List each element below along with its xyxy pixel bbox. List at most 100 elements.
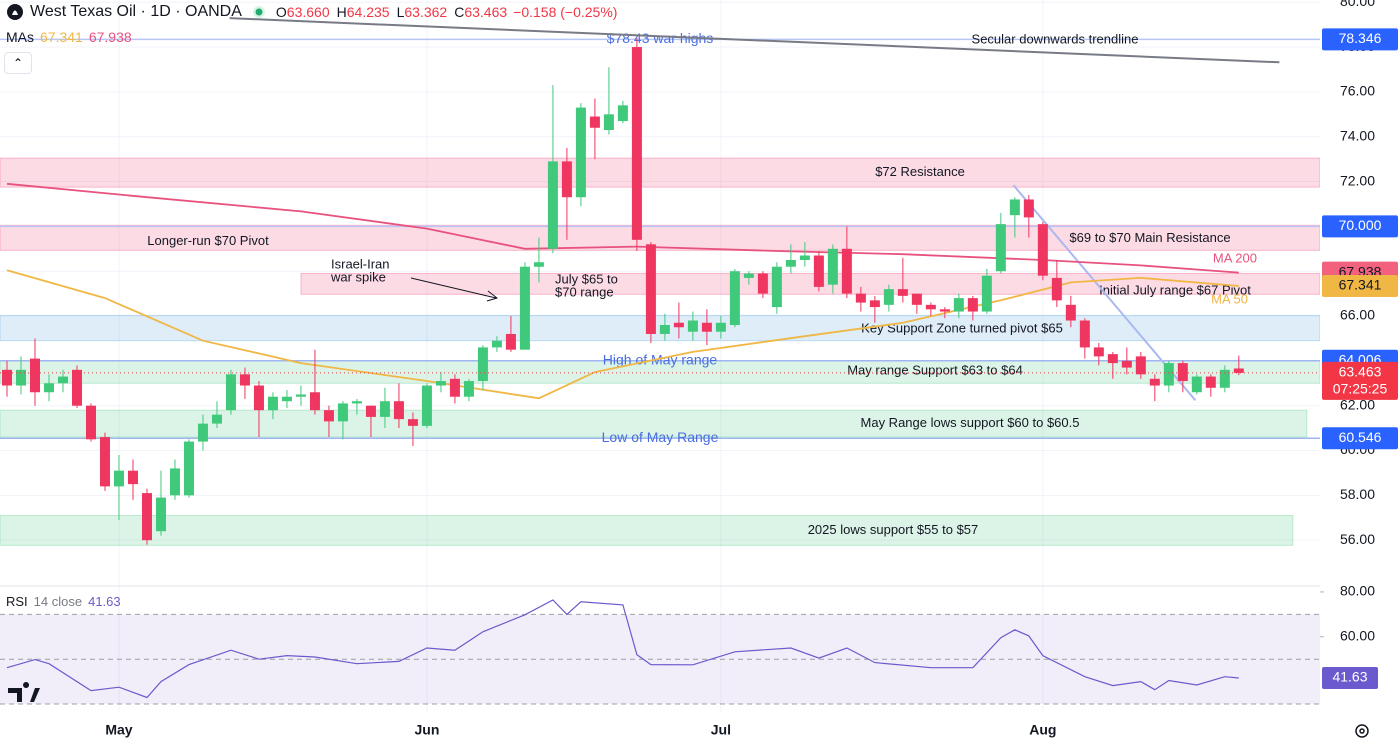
rsi-name: RSI bbox=[6, 594, 28, 609]
candle-body bbox=[1191, 376, 1202, 393]
candle-body bbox=[1065, 304, 1076, 321]
x-tick-label: Jun bbox=[414, 722, 439, 738]
candle-body bbox=[57, 376, 68, 384]
ohlc-key: H bbox=[336, 4, 347, 20]
zone-label: $72 Resistance bbox=[875, 164, 965, 179]
candle-body bbox=[421, 385, 432, 426]
candle-body bbox=[995, 224, 1006, 272]
zone-label: $69 to $70 Main Resistance bbox=[1069, 230, 1230, 245]
candle-body bbox=[547, 161, 558, 249]
ohlc-item: H64.235 bbox=[337, 4, 390, 20]
annotation: Israel-Iran bbox=[331, 256, 390, 271]
candle-body bbox=[169, 468, 180, 496]
zone-label: Longer-run $70 Pivot bbox=[147, 233, 269, 248]
candle-body bbox=[449, 378, 460, 397]
x-tick-label: Jul bbox=[711, 722, 731, 738]
candle-body bbox=[15, 369, 26, 386]
candle-body bbox=[309, 392, 320, 411]
axis-price-label: 63.463 bbox=[1339, 364, 1382, 380]
candle-body bbox=[253, 385, 264, 411]
rsi-line bbox=[6, 599, 1239, 699]
zone-label: May range Support $63 to $64 bbox=[847, 363, 1023, 378]
axis-price-box bbox=[1322, 427, 1398, 450]
ohlc-key: O bbox=[275, 4, 287, 20]
annotation: war spike bbox=[330, 269, 386, 284]
candle-body bbox=[729, 271, 740, 325]
candle-body bbox=[477, 347, 488, 382]
candle-body bbox=[841, 248, 852, 294]
candle-body bbox=[743, 273, 754, 278]
axis-price-box bbox=[1322, 215, 1398, 238]
rsi-value-label: 41.63 bbox=[1332, 669, 1367, 685]
x-tick-label: Aug bbox=[1029, 722, 1056, 738]
ohlc-item: L63.362 bbox=[397, 4, 448, 20]
candle-body bbox=[1135, 356, 1146, 375]
candle-body bbox=[267, 396, 278, 411]
candle-body bbox=[155, 497, 166, 532]
candle-body bbox=[855, 293, 866, 303]
rsi-row: RSI 14 close 41.63 bbox=[6, 594, 121, 609]
candle-body bbox=[323, 410, 334, 422]
ma50-value: 67.341 bbox=[40, 29, 83, 45]
candle-body bbox=[141, 493, 152, 541]
candle-body bbox=[645, 244, 656, 334]
trendline bbox=[229, 17, 1280, 64]
candle-body bbox=[1051, 277, 1062, 301]
candle-body bbox=[337, 403, 348, 422]
candle-body bbox=[127, 470, 138, 485]
candle-body bbox=[225, 374, 236, 411]
candle-body bbox=[281, 396, 292, 402]
annotation: July $65 to bbox=[555, 271, 618, 286]
settings-icon[interactable] bbox=[1355, 724, 1369, 738]
y-tick-label: 58.00 bbox=[1340, 486, 1375, 502]
axis-price-label: 78.346 bbox=[1339, 30, 1382, 46]
candle-body bbox=[1149, 378, 1160, 386]
candle-body bbox=[883, 289, 894, 305]
line-label: Low of May Range bbox=[602, 429, 719, 445]
candle-body bbox=[771, 266, 782, 308]
rsi-tick-label: 60.00 bbox=[1340, 627, 1375, 643]
zone-label: Initial July range $67 Pivot bbox=[1099, 282, 1251, 297]
ohlc: O63.660 H64.235 L63.362 C63.463 bbox=[276, 4, 507, 20]
ohlc-item: C63.463 bbox=[454, 4, 507, 20]
candle-body bbox=[687, 320, 698, 332]
candle-body bbox=[1205, 376, 1216, 388]
candle-body bbox=[43, 383, 54, 393]
candle-body bbox=[757, 273, 768, 294]
ohlc-key: L bbox=[396, 4, 405, 20]
axis-price-box bbox=[1322, 274, 1398, 297]
candle-body bbox=[1, 369, 12, 386]
zone-label: Key Support Zone turned pivot $65 bbox=[861, 320, 1063, 335]
candle-body bbox=[603, 114, 614, 130]
header-row: West Texas Oil · 1D · OANDA O63.660 H64.2… bbox=[6, 3, 617, 21]
axis-price-box bbox=[1322, 361, 1398, 400]
y-tick-label: 66.00 bbox=[1340, 307, 1375, 323]
symbol-title: West Texas Oil · 1D · OANDA bbox=[30, 3, 242, 20]
candle-body bbox=[1079, 320, 1090, 348]
candle-body bbox=[659, 325, 670, 334]
candle-body bbox=[869, 300, 880, 308]
candle-body bbox=[1009, 199, 1020, 216]
rsi-tick-label: 80.00 bbox=[1340, 583, 1375, 599]
settings-ring bbox=[1355, 724, 1369, 738]
ohlc-value: 64.235 bbox=[346, 4, 390, 20]
ohlc-value: 63.660 bbox=[286, 4, 330, 20]
collapse-button[interactable]: ⌃ bbox=[4, 52, 32, 74]
axis-price-label: 60.546 bbox=[1339, 429, 1382, 445]
axis-price-label: 70.000 bbox=[1339, 217, 1382, 233]
line-label: $78.43 war highs bbox=[607, 30, 714, 46]
candle-body bbox=[897, 289, 908, 296]
annotation-arrow bbox=[410, 277, 499, 302]
candle-body bbox=[715, 322, 726, 332]
change: −0.158 (−0.25%) bbox=[513, 4, 618, 20]
zone-label: 2025 lows support $55 to $57 bbox=[808, 522, 979, 537]
candle-body bbox=[813, 255, 824, 287]
candle-body bbox=[575, 107, 586, 198]
candle-body bbox=[925, 304, 936, 310]
y-tick-label: 62.00 bbox=[1340, 396, 1375, 412]
candle-body bbox=[981, 275, 992, 312]
candle-body bbox=[71, 369, 82, 406]
trendline-label: Secular downwards trendline bbox=[972, 31, 1139, 46]
y-tick-label: 72.00 bbox=[1340, 172, 1375, 188]
